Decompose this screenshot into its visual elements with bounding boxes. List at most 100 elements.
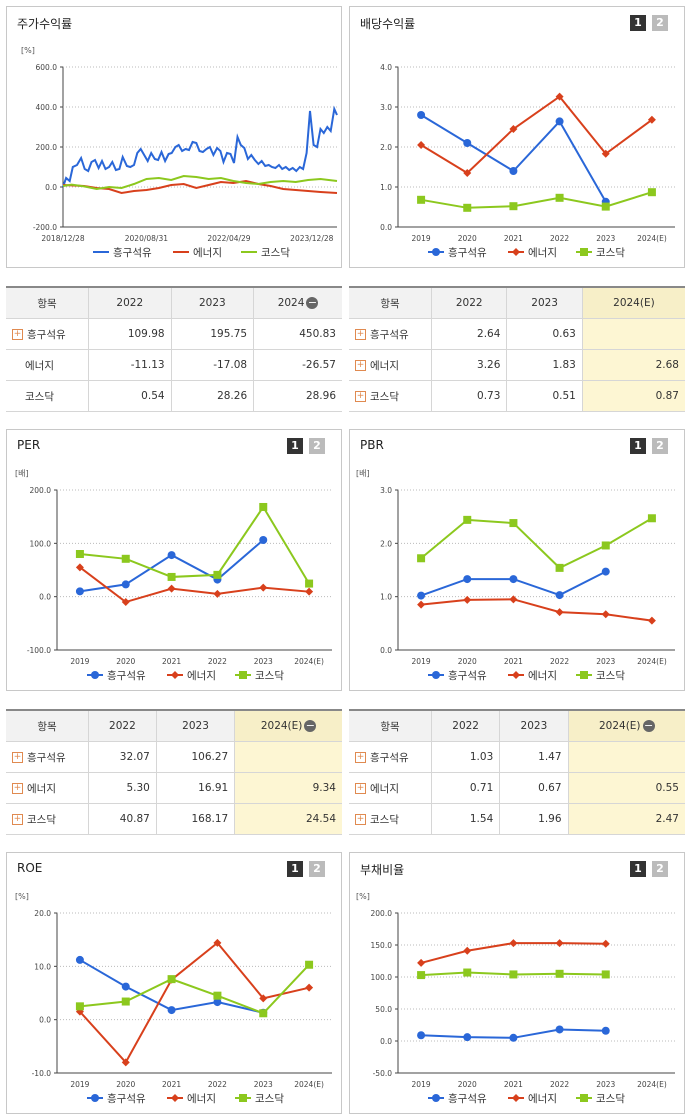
expand-icon[interactable]: +: [355, 391, 366, 402]
y-tick-label: 1.0: [380, 183, 392, 192]
row-label: 코스닥: [370, 390, 399, 403]
page-button-1[interactable]: 1: [630, 438, 646, 454]
legend-label: 에너지: [187, 1093, 216, 1105]
page-button-1[interactable]: 1: [630, 15, 646, 31]
data-point: [75, 550, 84, 558]
legend-marker: [512, 1094, 520, 1102]
data-point: [509, 970, 518, 979]
page-button-2[interactable]: 2: [652, 15, 668, 31]
series-line-1: [79, 941, 310, 1065]
y-tick-label: 0.0: [45, 183, 57, 192]
data-point: [213, 991, 222, 1000]
chart-panel: PER 1 2 [배] 200.0 100.0 0.0 -100.0 2019 2020 2021 2…: [6, 429, 342, 691]
row-name: 코스닥: [6, 380, 89, 412]
x-tick-label: 2021: [504, 1080, 523, 1089]
data-point: [75, 955, 84, 964]
chart-panel: 부채비율 1 2 [%] 200.0 150.0 100.0 50.0 0.0 -50.0 2019…: [349, 852, 685, 1114]
row-name[interactable]: + 코스닥: [349, 380, 432, 412]
x-tick-label: 2021: [162, 657, 181, 666]
data-point: [121, 580, 130, 589]
data-point: [213, 938, 222, 947]
data-point: [647, 188, 656, 197]
y-tick-label: 400.0: [36, 103, 58, 112]
page-button-1[interactable]: 1: [630, 861, 646, 877]
row-name[interactable]: + 흥구석유: [6, 741, 89, 773]
page-button-1[interactable]: 1: [287, 438, 303, 454]
row-label: 에너지: [370, 359, 399, 372]
data-point: [305, 579, 314, 588]
table-header-cell: 항목: [349, 709, 432, 742]
header-text: 2022: [452, 720, 479, 732]
legend-marker: [580, 671, 588, 679]
row-name[interactable]: + 코스닥: [349, 803, 432, 835]
series-line-0: [62, 105, 338, 188]
expand-icon[interactable]: +: [12, 814, 23, 825]
legend-label: 코스닥: [596, 1093, 625, 1105]
x-tick-label: 2019: [412, 234, 431, 243]
data-point: [259, 583, 268, 592]
expand-icon[interactable]: +: [355, 329, 366, 340]
series-line-2: [79, 964, 310, 1015]
legend: 흥구석유 에너지 코스닥: [87, 669, 284, 682]
data-point: [555, 969, 564, 978]
table-header-cell: 2024−: [253, 286, 342, 319]
collapse-icon[interactable]: −: [304, 719, 317, 732]
expand-icon[interactable]: +: [355, 360, 366, 371]
panel-title: 부채비율: [360, 863, 405, 877]
header-text: 2024(E): [613, 297, 655, 309]
legend-label: 에너지: [528, 247, 557, 259]
page-button-2[interactable]: 2: [309, 438, 325, 454]
data-point: [555, 1025, 564, 1034]
row-label: 코스닥: [370, 813, 399, 826]
header-text: 항목: [380, 720, 400, 733]
table-cell: 1.54: [430, 803, 500, 835]
row-name[interactable]: + 코스닥: [6, 803, 89, 835]
table-cell: 1.03: [430, 741, 500, 773]
row-name[interactable]: + 에너지: [6, 772, 89, 804]
y-tick-label: 0.0: [39, 593, 51, 602]
expand-icon[interactable]: +: [355, 814, 366, 825]
x-tick-label: 2022: [550, 657, 569, 666]
chart-panel: 주가수익률 [%] 600.0 400.0 200.0 0.0 -200.0 2018/12/…: [6, 6, 342, 268]
expand-icon[interactable]: +: [12, 752, 23, 763]
panel-title: PBR: [360, 438, 384, 452]
row-label: 흥구석유: [370, 328, 409, 341]
expand-icon[interactable]: +: [355, 752, 366, 763]
expand-icon[interactable]: +: [12, 783, 23, 794]
data-point: [463, 1033, 472, 1042]
table-header-cell: 2022: [88, 709, 157, 742]
x-tick-label: 2023: [596, 657, 615, 666]
table-cell: 0.55: [567, 772, 685, 804]
table-row: 코스닥 0.54 28.26 28.96: [6, 380, 342, 412]
row-name[interactable]: + 에너지: [349, 349, 432, 381]
header-text: 2024(E): [598, 720, 641, 732]
table-header-cell: 2023: [155, 709, 235, 742]
page-button-2[interactable]: 2: [652, 438, 668, 454]
expand-icon[interactable]: +: [355, 783, 366, 794]
legend-label: 에너지: [193, 247, 222, 259]
legend-marker: [580, 1094, 588, 1102]
table-row: + 에너지 5.30 16.91 9.34: [6, 772, 342, 804]
series-line-2: [420, 191, 653, 209]
y-tick-label: 4.0: [380, 63, 392, 72]
x-tick-label: 2018/12/28: [41, 234, 84, 243]
expand-icon[interactable]: +: [12, 329, 23, 340]
row-name[interactable]: + 에너지: [349, 772, 432, 804]
collapse-icon[interactable]: −: [306, 296, 319, 309]
table-row: + 흥구석유 32.07 106.27: [6, 741, 342, 773]
row-label: 흥구석유: [27, 751, 66, 764]
page-button-1[interactable]: 1: [287, 861, 303, 877]
table-header-cell: 2024(E): [581, 286, 685, 319]
row-name[interactable]: + 흥구석유: [349, 318, 432, 350]
legend-label: 에너지: [528, 1093, 557, 1105]
collapse-icon[interactable]: −: [642, 719, 655, 732]
row-name[interactable]: + 흥구석유: [6, 318, 89, 350]
data-point: [417, 111, 426, 119]
legend-label: 코스닥: [596, 247, 625, 259]
page-button-2[interactable]: 2: [309, 861, 325, 877]
row-name[interactable]: + 흥구석유: [349, 741, 432, 773]
page-button-2[interactable]: 2: [652, 861, 668, 877]
legend-marker: [91, 671, 99, 679]
table-cell: 0.67: [499, 772, 569, 804]
header-text: 2023: [520, 720, 548, 732]
